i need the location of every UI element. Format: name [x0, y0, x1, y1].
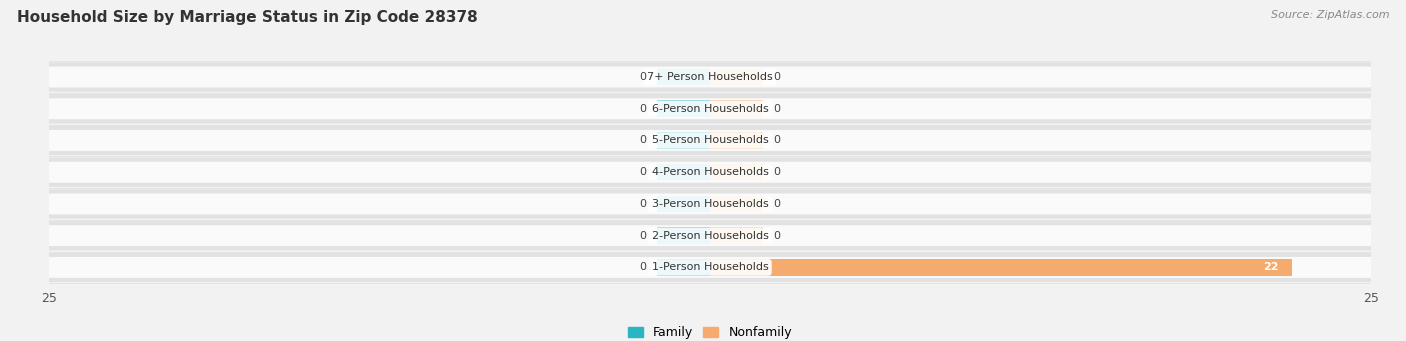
Text: 0: 0: [773, 72, 780, 82]
FancyBboxPatch shape: [37, 158, 1384, 187]
FancyBboxPatch shape: [37, 253, 1384, 282]
FancyBboxPatch shape: [37, 189, 1384, 219]
FancyBboxPatch shape: [42, 98, 1378, 119]
Text: 0: 0: [640, 263, 647, 272]
Text: 2-Person Households: 2-Person Households: [651, 231, 769, 241]
Text: 0: 0: [773, 167, 780, 177]
Text: 0: 0: [640, 135, 647, 146]
Bar: [657, 259, 710, 276]
Text: 6-Person Households: 6-Person Households: [651, 104, 769, 114]
FancyBboxPatch shape: [37, 62, 1384, 92]
FancyBboxPatch shape: [42, 225, 1378, 246]
FancyBboxPatch shape: [42, 257, 1378, 278]
Bar: [657, 101, 710, 117]
Bar: [710, 164, 763, 180]
Bar: [657, 69, 710, 85]
Text: 0: 0: [773, 135, 780, 146]
Text: 0: 0: [773, 199, 780, 209]
Bar: [657, 164, 710, 180]
Text: 5-Person Households: 5-Person Households: [651, 135, 769, 146]
FancyBboxPatch shape: [42, 193, 1378, 214]
Text: Source: ZipAtlas.com: Source: ZipAtlas.com: [1271, 10, 1389, 20]
Text: 4-Person Households: 4-Person Households: [651, 167, 769, 177]
Bar: [710, 196, 763, 212]
Bar: [657, 227, 710, 244]
Bar: [657, 132, 710, 149]
Text: 0: 0: [640, 231, 647, 241]
Text: 7+ Person Households: 7+ Person Households: [647, 72, 773, 82]
Text: 0: 0: [640, 167, 647, 177]
Bar: [710, 227, 763, 244]
Text: 0: 0: [640, 72, 647, 82]
FancyBboxPatch shape: [42, 162, 1378, 183]
Bar: [710, 101, 763, 117]
Bar: [710, 132, 763, 149]
FancyBboxPatch shape: [37, 126, 1384, 155]
Text: 0: 0: [773, 104, 780, 114]
Bar: [710, 259, 1292, 276]
Text: 1-Person Households: 1-Person Households: [651, 263, 769, 272]
Bar: [710, 69, 763, 85]
FancyBboxPatch shape: [37, 94, 1384, 123]
FancyBboxPatch shape: [42, 66, 1378, 88]
Text: 22: 22: [1263, 263, 1278, 272]
Text: 0: 0: [773, 231, 780, 241]
Bar: [657, 196, 710, 212]
FancyBboxPatch shape: [37, 221, 1384, 250]
FancyBboxPatch shape: [42, 130, 1378, 151]
Text: 3-Person Households: 3-Person Households: [651, 199, 769, 209]
Legend: Family, Nonfamily: Family, Nonfamily: [623, 321, 797, 341]
Text: 0: 0: [640, 104, 647, 114]
Text: 0: 0: [640, 199, 647, 209]
Text: Household Size by Marriage Status in Zip Code 28378: Household Size by Marriage Status in Zip…: [17, 10, 478, 25]
